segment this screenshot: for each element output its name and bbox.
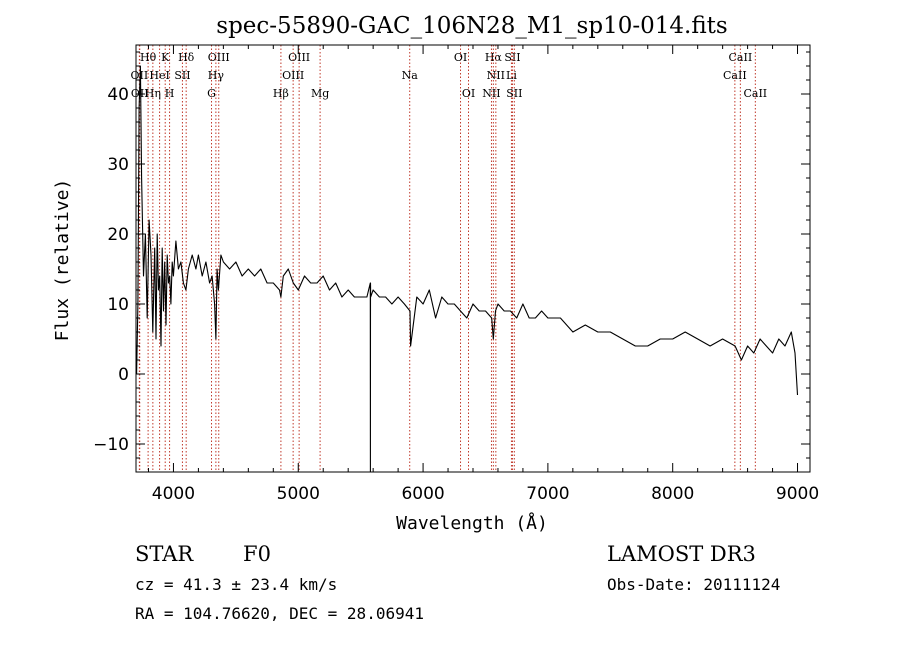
line-label-lines_top-5: OI xyxy=(454,51,467,64)
line-label-lines_low-1: Hη xyxy=(145,87,161,100)
line-label-lines_top-2: Hδ xyxy=(178,51,195,64)
series-group xyxy=(136,65,799,473)
chart-title: spec-55890-GAC_106N28_M1_sp10-014.fits xyxy=(216,13,727,39)
axis-ticks: 4000 5000 6000 7000 8000 9000 −10 0 10 20 30 40 xyxy=(93,45,819,504)
x-tick-label-4: 8000 xyxy=(651,484,694,504)
x-tick-label-2: 6000 xyxy=(401,484,444,504)
series-line-flux xyxy=(136,65,799,473)
line-label-lines_top-3: OIII xyxy=(208,51,230,64)
line-label-lines_low-3: G xyxy=(207,87,216,100)
line-label-lines_mid-5: Na xyxy=(402,69,419,82)
line-label-lines_mid-6: NII xyxy=(487,69,505,82)
line-label-lines_mid-8: CaII xyxy=(723,69,747,82)
redshift-text: cz = 41.3 ± 23.4 km/s xyxy=(135,575,337,594)
y-axis-label: Flux (relative) xyxy=(52,179,73,342)
coordinates-text: RA = 104.76620, DEC = 28.06941 xyxy=(135,604,424,623)
plot-frame xyxy=(135,44,811,473)
y-tick-label-1: 0 xyxy=(118,365,129,385)
y-tick-label-3: 20 xyxy=(107,225,129,245)
x-axis-label: Wavelength (Å) xyxy=(396,512,548,534)
y-tick-label-5: 40 xyxy=(107,85,129,105)
object-subclass: F0 xyxy=(243,542,271,566)
x-tick-label-1: 5000 xyxy=(277,484,320,504)
line-label-lines_mid-4: OIII xyxy=(282,69,304,82)
line-label-lines_low-9: CaII xyxy=(743,87,767,100)
x-tick-label-5: 9000 xyxy=(776,484,819,504)
y-tick-label-4: 30 xyxy=(107,155,129,175)
y-tick-label-0: −10 xyxy=(93,435,129,455)
obs-date-text: Obs-Date: 20111124 xyxy=(607,575,780,594)
object-class: STAR xyxy=(135,542,194,566)
line-label-lines_low-2: H xyxy=(165,87,175,100)
line-label-lines_mid-7: Li xyxy=(506,69,517,82)
line-label-lines_low-4: Hβ xyxy=(273,87,289,100)
line-label-lines_top-4: OIII xyxy=(288,51,310,64)
x-tick-label-0: 4000 xyxy=(152,484,195,504)
line-label-lines_mid-2: SII xyxy=(174,69,190,82)
line-label-lines_mid-1: HeI xyxy=(149,69,169,82)
line-label-lines_top-8: CaII xyxy=(729,51,753,64)
x-tick-label-3: 7000 xyxy=(526,484,569,504)
line-label-lines_low-7: NII xyxy=(482,87,500,100)
y-tick-label-2: 10 xyxy=(107,295,129,315)
line-label-lines_top-1: K xyxy=(161,51,170,64)
survey-name: LAMOST DR3 xyxy=(607,542,756,566)
line-label-lines_low-6: OI xyxy=(462,87,475,100)
line-label-lines_mid-0: OII xyxy=(131,69,149,82)
line-label-lines_low-8: SII xyxy=(506,87,522,100)
line-label-lines_mid-3: Hγ xyxy=(208,69,225,82)
line-label-lines_top-6: Hα xyxy=(485,51,503,64)
line-label-lines_top-7: SII xyxy=(504,51,520,64)
line-label-lines_low-5: Mg xyxy=(311,87,329,100)
line-label-lines_top-0: Hθ xyxy=(140,51,157,64)
